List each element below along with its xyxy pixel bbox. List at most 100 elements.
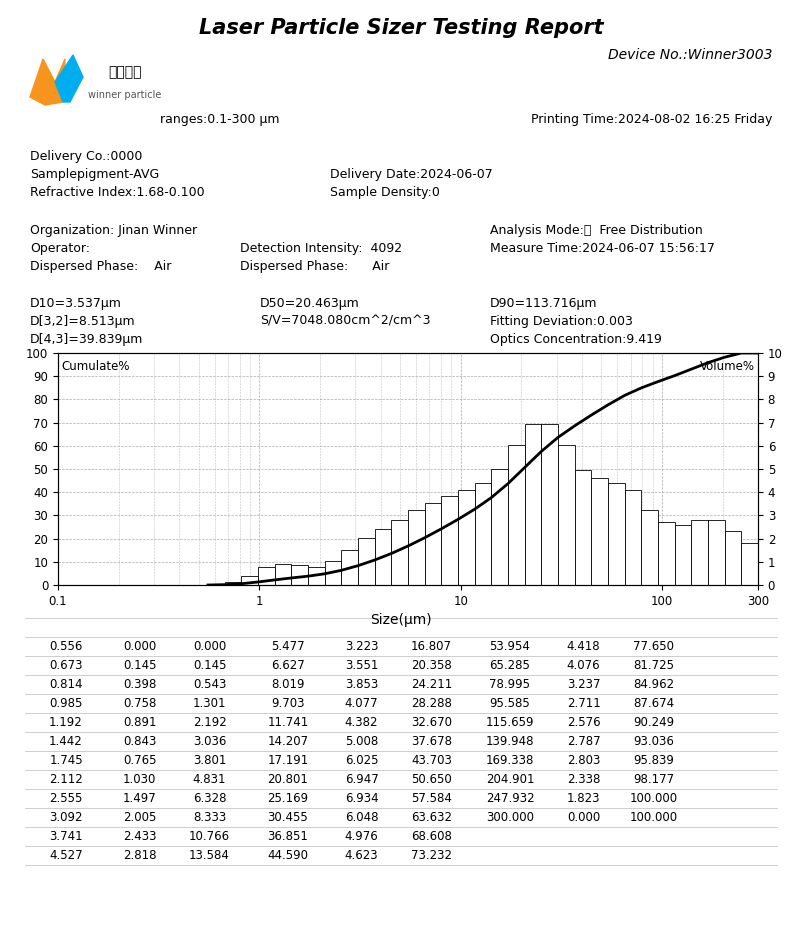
Text: Volume%: Volume% [699,360,755,373]
Text: 2.555: 2.555 [49,792,83,805]
Text: 115.659: 115.659 [486,716,534,729]
Bar [475,483,492,585]
Bar [375,529,391,585]
Bar [408,510,425,585]
Text: Cumulate: Cumulate [403,621,460,634]
Text: Size(μm): Size(μm) [261,621,314,634]
Text: winner particle: winner particle [88,90,162,100]
Text: 100.000: 100.000 [630,792,678,805]
Text: 4.077: 4.077 [345,697,379,710]
Text: 57.584: 57.584 [411,792,452,805]
Text: 0.145: 0.145 [123,659,156,672]
Text: 4.976: 4.976 [345,830,379,843]
Text: Contact us: Contact us [29,871,96,885]
Text: 25.169: 25.169 [267,792,309,805]
Text: 93.036: 93.036 [633,735,674,748]
Text: 2.787: 2.787 [567,735,601,748]
Text: 81.725: 81.725 [633,659,674,672]
Bar [241,576,258,585]
Text: Analysis Result: Analysis Result [29,279,123,291]
Text: 1.823: 1.823 [567,792,600,805]
Text: Cumulate: Cumulate [180,621,237,634]
Bar [458,490,475,585]
Text: 0.985: 0.985 [49,697,83,710]
Text: Volume: Volume [339,621,383,634]
Text: 169.338: 169.338 [486,754,534,767]
Text: 68.608: 68.608 [411,830,452,843]
Text: Laser Particle Sizer Testing Report: Laser Particle Sizer Testing Report [199,18,603,38]
Text: Testing Information: Testing Information [29,206,149,218]
Text: 3.092: 3.092 [49,811,83,824]
Text: 4.076: 4.076 [567,659,601,672]
Text: 24.211: 24.211 [411,678,452,691]
Text: 2.803: 2.803 [567,754,600,767]
Bar [741,543,758,585]
Text: Analysis Mode:：  Free Distribution: Analysis Mode:： Free Distribution [490,224,703,237]
Text: S/V=7048.080cm^2/cm^3: S/V=7048.080cm^2/cm^3 [260,315,431,328]
Text: 2.818: 2.818 [123,849,156,862]
Text: 2.433: 2.433 [123,830,156,843]
Text: 44.590: 44.590 [268,849,309,862]
Text: 13.584: 13.584 [189,849,230,862]
Text: D[3,2]=8.513μm: D[3,2]=8.513μm [30,315,136,328]
Text: 2.005: 2.005 [123,811,156,824]
Text: 98.177: 98.177 [633,773,674,786]
Text: 50.650: 50.650 [411,773,452,786]
Text: 3.741: 3.741 [49,830,83,843]
Text: 2.576: 2.576 [567,716,601,729]
Text: 6.947: 6.947 [345,773,379,786]
Text: 0.398: 0.398 [123,678,156,691]
Text: 1.745: 1.745 [49,754,83,767]
Text: 37.678: 37.678 [411,735,452,748]
Text: 1.192: 1.192 [49,716,83,729]
Text: 20.801: 20.801 [268,773,309,786]
Bar [625,490,642,585]
Text: 0.843: 0.843 [123,735,156,748]
Text: 95.585: 95.585 [490,697,530,710]
Text: 微纳颗粒: 微纳颗粒 [108,65,142,79]
Bar [441,495,458,585]
Text: 32.670: 32.670 [411,716,452,729]
Text: Fitting Deviation:0.003: Fitting Deviation:0.003 [490,315,633,328]
Text: 63.632: 63.632 [411,811,452,824]
Bar [708,520,725,585]
Text: 95.839: 95.839 [633,754,674,767]
Bar [541,424,558,585]
Text: Delivery Date:2024-06-07: Delivery Date:2024-06-07 [330,168,492,181]
Text: 204.901: 204.901 [486,773,534,786]
Bar [674,525,691,585]
Bar [525,424,541,585]
Text: D50=20.463μm: D50=20.463μm [260,297,360,310]
Text: 1.497: 1.497 [123,792,156,805]
Text: D[4,3]=39.839μm: D[4,3]=39.839μm [30,333,144,346]
Text: Dispersed Phase:      Air: Dispersed Phase: Air [240,260,390,273]
Text: ranges:0.1-300 μm: ranges:0.1-300 μm [160,113,280,126]
Text: Sample Info: Sample Info [29,130,103,143]
Text: Delivery Co.:0000: Delivery Co.:0000 [30,150,143,163]
Text: Size(μm): Size(μm) [484,621,536,634]
Text: 2.338: 2.338 [567,773,600,786]
Text: 0.543: 0.543 [192,678,226,691]
Text: 36.851: 36.851 [268,830,309,843]
Text: 0.000: 0.000 [192,640,226,653]
Text: 5.008: 5.008 [345,735,378,748]
Text: Size(μm): Size(μm) [39,621,91,634]
Text: Printing Time:2024-08-02 16:25 Friday: Printing Time:2024-08-02 16:25 Friday [531,113,772,126]
Bar [274,564,291,585]
Text: 11.741: 11.741 [267,716,309,729]
Text: Volume: Volume [117,621,161,634]
Text: 5.477: 5.477 [271,640,305,653]
Text: Cumulate%: Cumulate% [62,360,130,373]
Text: 3.551: 3.551 [345,659,379,672]
Text: 4.382: 4.382 [345,716,379,729]
Text: 6.328: 6.328 [192,792,226,805]
Text: D90=113.716μm: D90=113.716μm [490,297,597,310]
Text: 2.711: 2.711 [567,697,601,710]
Polygon shape [30,59,65,105]
Text: 0.000: 0.000 [567,811,600,824]
Bar [342,550,358,585]
Text: 3.853: 3.853 [345,678,378,691]
Text: 1.030: 1.030 [123,773,156,786]
Text: 0.814: 0.814 [49,678,83,691]
Text: 9.703: 9.703 [271,697,305,710]
